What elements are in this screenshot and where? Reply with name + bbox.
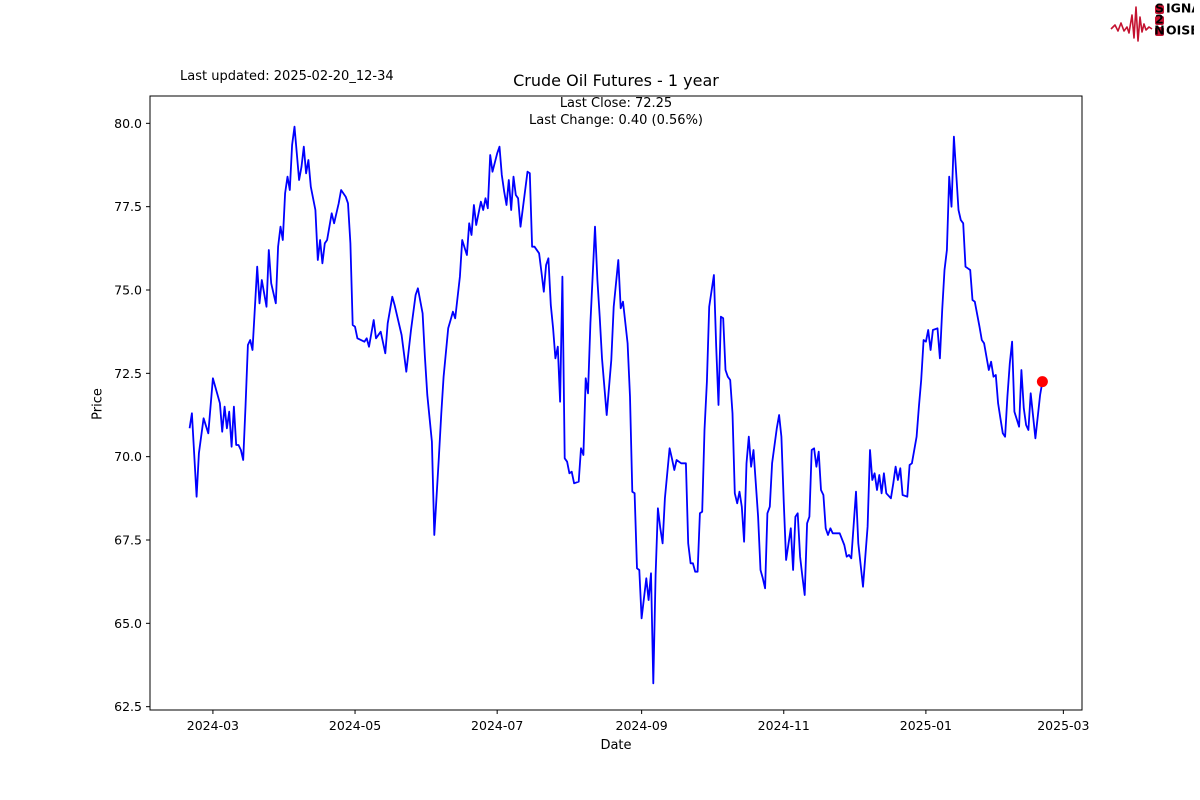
x-tick-label: 2024-07: [471, 718, 523, 733]
y-tick-label: 65.0: [114, 616, 142, 631]
y-tick-label: 62.5: [114, 699, 142, 714]
plot-area: [149, 95, 1083, 711]
y-tick-label: 67.5: [114, 533, 142, 548]
last-updated-label: Last updated: 2025-02-20_12-34: [180, 69, 394, 84]
last-change-subtitle: Last Change: 0.40 (0.56%): [528, 113, 703, 128]
x-tick-label: 2024-09: [616, 718, 668, 733]
logo-letter-n: N: [1154, 23, 1164, 38]
last-close-subtitle: Last Close: 72.25: [559, 96, 673, 111]
heartbeat-waveform-icon: [1110, 6, 1153, 42]
y-tick-label: 80.0: [114, 116, 142, 131]
x-tick-label: 2024-03: [187, 718, 239, 733]
y-tick-label: 72.5: [114, 366, 142, 381]
x-tick-label: 2025-01: [900, 718, 952, 733]
logo-letter-s: S: [1155, 2, 1164, 16]
x-axis-label: Date: [600, 738, 632, 753]
logo-letter-2: 2: [1155, 12, 1164, 27]
chart-title: Crude Oil Futures - 1 year: [513, 71, 719, 90]
x-tick-label: 2025-03: [1037, 718, 1089, 733]
y-tick-label: 77.5: [114, 199, 142, 214]
logo-wordmark: S IGNAL 2 N OISE: [1154, 2, 1194, 38]
y-tick-label: 75.0: [114, 283, 142, 298]
logo-word-oise: OISE: [1166, 23, 1194, 38]
x-tick-label: 2024-05: [329, 718, 381, 733]
signal2noise-logo: S IGNAL 2 N OISE: [1110, 2, 1194, 42]
logo-word-ignal: IGNAL: [1166, 2, 1194, 16]
y-tick-label: 70.0: [114, 449, 142, 464]
price-line: [188, 125, 1044, 685]
last-price-dot: [1036, 376, 1048, 388]
x-tick-label: 2024-11: [758, 718, 810, 733]
